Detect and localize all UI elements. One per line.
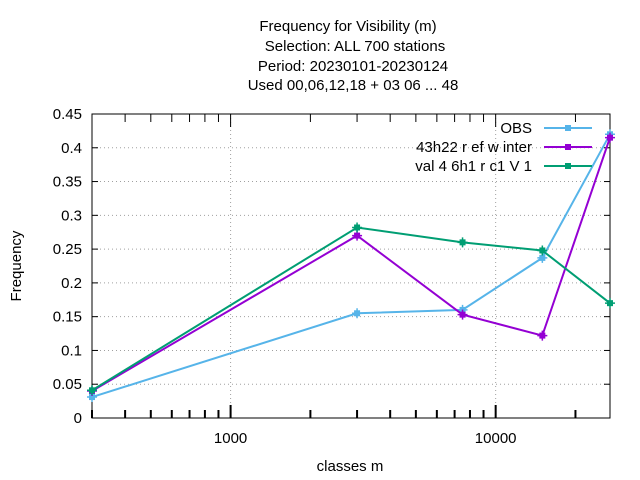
- legend-marker: [565, 125, 571, 131]
- title-line-1: Frequency for Visibility (m): [259, 18, 436, 35]
- series-3: [87, 222, 615, 396]
- plot-frame: [91, 113, 611, 419]
- legend-label: 43h22 r ef w inter: [416, 139, 532, 156]
- legend-item: 43h22 r ef w inter: [416, 139, 592, 156]
- y-tick-label: 0.35: [53, 174, 82, 191]
- series-1: [87, 129, 615, 403]
- y-tick-label: 0.4: [61, 140, 82, 157]
- data-point-cross: [457, 237, 468, 248]
- data-point-cross: [605, 132, 615, 143]
- y-tick-label: 0.05: [53, 376, 82, 393]
- title-line-2: Selection: ALL 700 stations: [265, 38, 445, 55]
- legend-marker: [565, 144, 571, 150]
- data-point-cross: [352, 222, 363, 233]
- title-line-4: Used 00,06,12,18 + 03 06 ... 48: [248, 77, 459, 94]
- legend-label: OBS: [500, 120, 532, 137]
- series-2: [87, 132, 615, 396]
- y-axis-label: Frequency: [8, 230, 25, 301]
- series-line: [91, 133, 611, 399]
- data-point-cross: [457, 309, 468, 320]
- data-point-cross: [537, 245, 548, 256]
- axis-ticks: [91, 113, 610, 419]
- y-tick-label: 0.2: [61, 275, 82, 292]
- legend-item: OBS: [500, 120, 592, 137]
- x-axis-label: classes m: [317, 458, 384, 475]
- data-point-cross: [352, 308, 363, 319]
- y-tick-label: 0.15: [53, 309, 82, 326]
- chart-title: Frequency for Visibility (m) Selection: …: [248, 18, 459, 94]
- data-point-cross: [87, 385, 97, 396]
- data-point-cross: [537, 330, 548, 341]
- x-tick-labels: 1000 10000: [214, 430, 517, 447]
- legend: OBS 43h22 r ef w inter val 4 6h1 r c1 V 1: [415, 120, 592, 175]
- y-tick-labels: 0 0.05 0.1 0.15 0.2 0.25 0.3 0.35 0.4 0.45: [53, 106, 82, 427]
- x-tick-label: 1000: [214, 430, 247, 447]
- y-tick-label: 0.45: [53, 106, 82, 123]
- x-tick-label: 10000: [475, 430, 517, 447]
- y-tick-label: 0.25: [53, 241, 82, 258]
- y-tick-label: 0.1: [61, 342, 82, 359]
- y-tick-label: 0.3: [61, 207, 82, 224]
- legend-label: val 4 6h1 r c1 V 1: [415, 158, 532, 175]
- series-layer: [87, 129, 615, 403]
- data-point-cross: [605, 298, 615, 309]
- title-line-3: Period: 20230101-20230124: [258, 58, 448, 75]
- series-line: [91, 226, 611, 392]
- grid: [92, 114, 610, 418]
- legend-item: val 4 6h1 r c1 V 1: [415, 158, 592, 175]
- legend-marker: [565, 163, 571, 169]
- y-tick-label: 0: [74, 410, 82, 427]
